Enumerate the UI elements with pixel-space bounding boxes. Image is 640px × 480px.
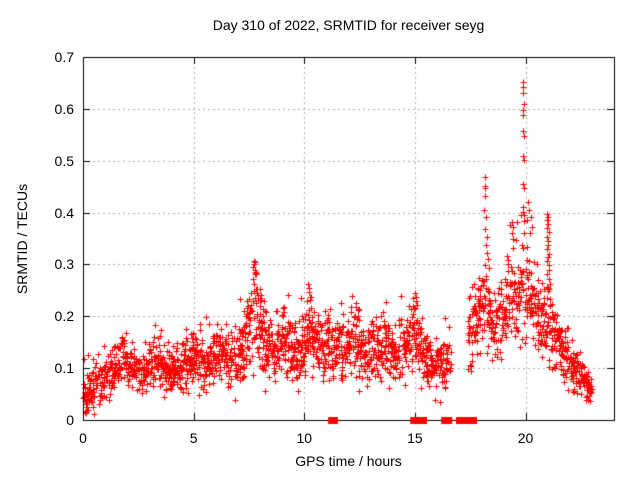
y-tick-label: 0.3: [54, 256, 74, 273]
y-tick-label: 0.7: [54, 49, 74, 65]
chart-title: Day 310 of 2022, SRMTID for receiver sey…: [212, 17, 485, 33]
x-tick-label: 15: [407, 430, 423, 446]
y-tick-label: 0.2: [54, 308, 74, 325]
x-tick-label: 5: [189, 430, 198, 446]
x-tick-label: 20: [517, 430, 534, 446]
y-tick-label: 0.5: [54, 152, 74, 169]
y-tick-label: 0.1: [54, 360, 74, 377]
x-tick-label: 10: [296, 430, 313, 446]
x-tick-label: 0: [79, 430, 87, 446]
y-tick-label: 0: [66, 412, 74, 428]
y-tick-label: 0.4: [54, 204, 74, 221]
y-tick-label: 0.6: [54, 100, 74, 117]
x-axis-label: GPS time / hours: [295, 453, 402, 469]
